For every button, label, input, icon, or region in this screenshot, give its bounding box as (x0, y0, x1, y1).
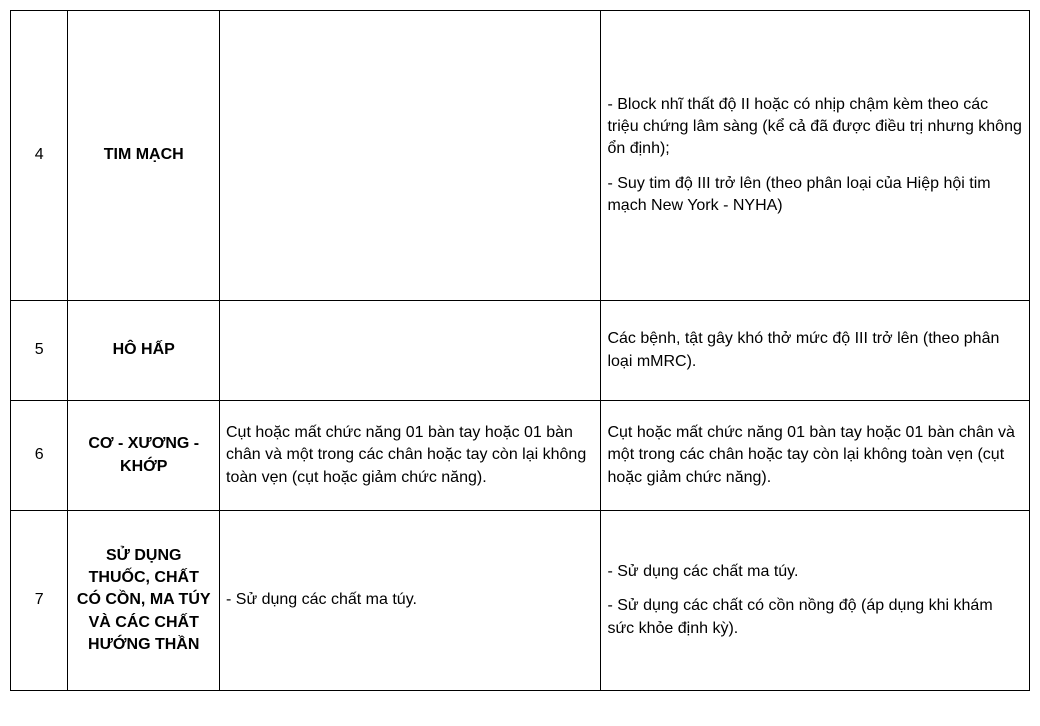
desc2-para: Các bệnh, tật gây khó thở mức độ III trở… (607, 328, 1023, 373)
desc2-para: - Sử dụng các chất ma túy. (607, 561, 1023, 583)
desc1-cell (220, 301, 601, 401)
category-cell: HÔ HẤP (68, 301, 220, 401)
category-cell: SỬ DỤNG THUỐC, CHẤT CÓ CỒN, MA TÚY VÀ CÁ… (68, 511, 220, 691)
desc2-para: Cụt hoặc mất chức năng 01 bàn tay hoặc 0… (607, 422, 1023, 489)
desc2-cell: Cụt hoặc mất chức năng 01 bàn tay hoặc 0… (601, 401, 1030, 511)
desc1-cell: Cụt hoặc mất chức năng 01 bàn tay hoặc 0… (220, 401, 601, 511)
desc2-cell: Các bệnh, tật gây khó thở mức độ III trở… (601, 301, 1030, 401)
table-row: 4 TIM MẠCH - Block nhĩ thất độ II hoặc c… (11, 11, 1030, 301)
category-cell: TIM MẠCH (68, 11, 220, 301)
row-number: 6 (11, 401, 68, 511)
desc2-cell: - Sử dụng các chất ma túy. - Sử dụng các… (601, 511, 1030, 691)
table-body: 4 TIM MẠCH - Block nhĩ thất độ II hoặc c… (11, 11, 1030, 691)
category-cell: CƠ - XƯƠNG - KHỚP (68, 401, 220, 511)
desc2-para: - Suy tim độ III trở lên (theo phân loại… (607, 173, 1023, 218)
table-row: 6 CƠ - XƯƠNG - KHỚP Cụt hoặc mất chức nă… (11, 401, 1030, 511)
health-standards-table: 4 TIM MẠCH - Block nhĩ thất độ II hoặc c… (10, 10, 1030, 691)
row-number: 4 (11, 11, 68, 301)
desc1-cell: - Sử dụng các chất ma túy. (220, 511, 601, 691)
desc2-cell: - Block nhĩ thất độ II hoặc có nhịp chậm… (601, 11, 1030, 301)
table-row: 5 HÔ HẤP Các bệnh, tật gây khó thở mức đ… (11, 301, 1030, 401)
row-number: 5 (11, 301, 68, 401)
desc2-para: - Sử dụng các chất có cồn nồng độ (áp dụ… (607, 595, 1023, 640)
desc2-para: - Block nhĩ thất độ II hoặc có nhịp chậm… (607, 94, 1023, 161)
row-number: 7 (11, 511, 68, 691)
table-row: 7 SỬ DỤNG THUỐC, CHẤT CÓ CỒN, MA TÚY VÀ … (11, 511, 1030, 691)
desc1-cell (220, 11, 601, 301)
